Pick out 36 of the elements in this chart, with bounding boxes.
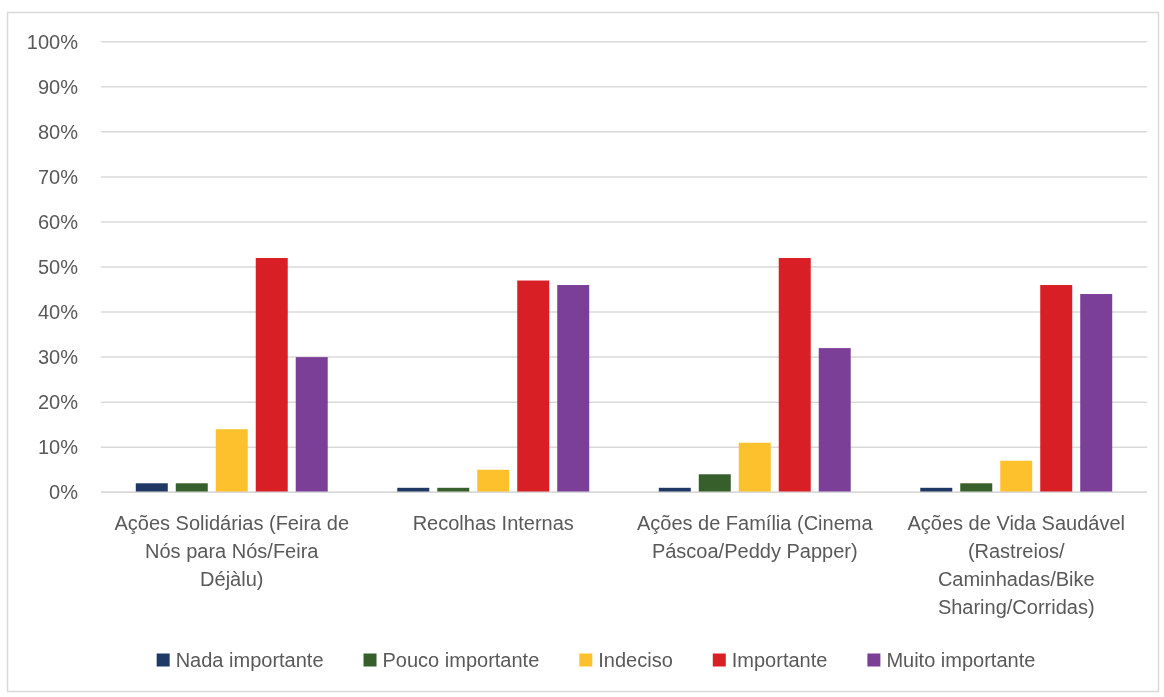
y-tick-label: 50%	[37, 256, 79, 278]
bar	[175, 483, 208, 493]
bar	[215, 429, 248, 493]
bar	[517, 280, 550, 493]
bar	[1000, 460, 1033, 493]
bar	[255, 257, 288, 493]
y-tick-label: 30%	[37, 346, 79, 369]
y-tick-label: 40%	[37, 301, 79, 324]
x-tick-label: Ações Solidárias (Feira de Nós para Nós/Feira Déjàlu)	[114, 512, 350, 590]
bar	[698, 474, 731, 493]
legend-label: Pouco importante	[382, 649, 540, 671]
y-tick-label: 100%	[26, 30, 79, 53]
bar	[557, 285, 590, 493]
x-tick-label: Ações de Família (Cinema Páscoa/Peddy Papper)	[636, 512, 874, 562]
legend-label: Muito importante	[886, 649, 1036, 671]
legend-label: Indeciso	[598, 649, 673, 671]
bar	[295, 357, 328, 493]
y-tick-label: 0%	[49, 481, 79, 504]
y-tick-label: 10%	[37, 436, 79, 459]
x-tick-label: Recolhas Internas	[412, 512, 574, 534]
legend-label: Nada importante	[175, 649, 324, 671]
bar	[1080, 294, 1113, 493]
y-tick-label: 80%	[37, 120, 79, 143]
bar	[1040, 285, 1073, 493]
bar	[960, 483, 993, 493]
y-tick-label: 90%	[37, 75, 79, 98]
bar	[135, 483, 168, 493]
legend-label: Importante	[731, 649, 828, 671]
bar	[738, 442, 771, 493]
bar	[818, 348, 851, 493]
bar	[778, 257, 811, 493]
y-tick-label: 20%	[37, 391, 79, 414]
y-tick-label: 60%	[37, 210, 79, 233]
y-tick-label: 70%	[37, 165, 79, 188]
bar	[477, 469, 510, 493]
x-tick-label: Ações de Vida Saudável (Rastreios/Caminhadas/Bike Sharing/Corridas)	[907, 512, 1126, 618]
